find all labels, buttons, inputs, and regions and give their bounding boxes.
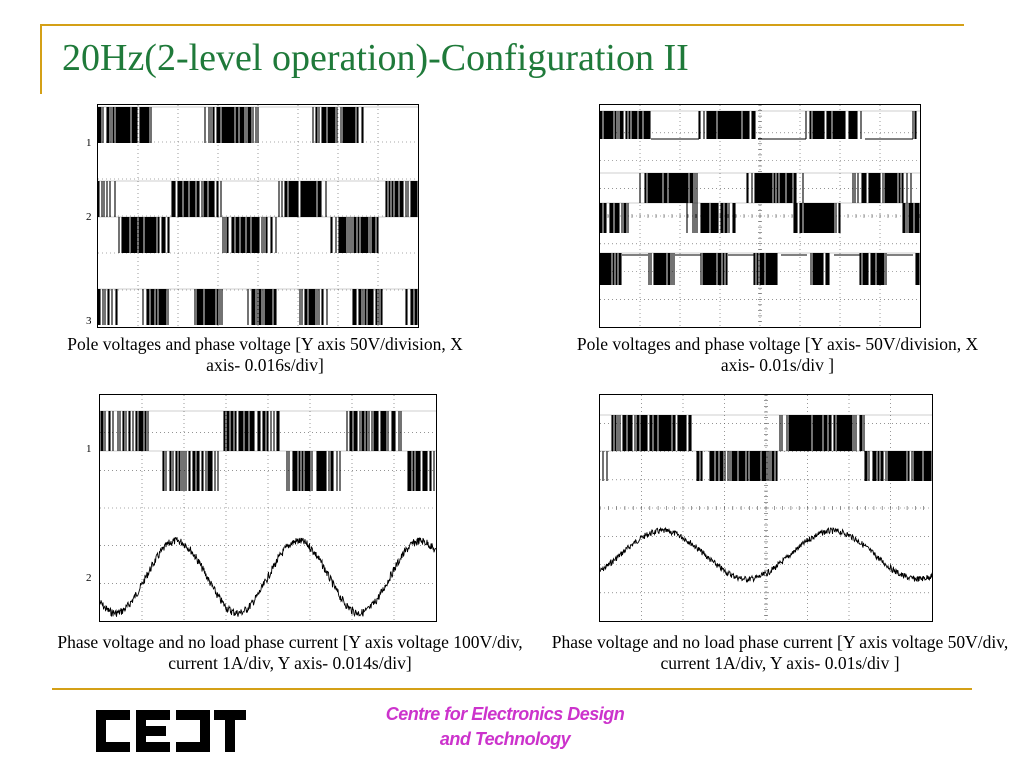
trace-ch3 [98,288,418,325]
scope-grid [100,395,436,621]
channel-label-2: 2 [86,211,92,223]
caption-bottom-left: Phase voltage and no load phase current … [57,632,523,673]
phase-voltage-upper [600,414,932,451]
left-rule [40,24,42,94]
scope-bottom-right [599,394,933,622]
scope-top-right [599,104,921,328]
caption-bottom-right: Phase voltage and no load phase current … [551,632,1009,673]
trace-ch2-lower [98,216,418,253]
organization-name-line1: Centre for Electronics Design [385,704,625,724]
slide-title: 20Hz(2-level operation)-Configuration II [62,37,689,79]
scope-bottom-left [99,394,437,622]
pole-voltage-waveforms-tr [600,105,920,327]
phase-voltage-lower [600,450,932,481]
channel-label-3: 3 [86,315,92,327]
caption-top-right: Pole voltages and phase voltage [Y axis-… [576,334,979,375]
channel-label-1-bl: 1 [86,443,92,455]
voltage-current-waveforms-br [600,395,932,621]
cedt-logo-icon [96,710,246,752]
trace-ch2-upper [98,180,418,217]
top-rule [40,24,964,26]
organization-name-line2: and Technology [439,729,571,749]
caption-top-left: Pole voltages and phase voltage [Y axis … [67,334,463,375]
phase-voltage-upper [100,410,436,451]
cedt-logo [94,700,248,762]
phase-current [100,537,436,618]
trace-a [600,110,920,140]
trace-ch1 [98,106,418,143]
trace-b-upper [600,172,920,203]
scope-top-left [97,104,419,328]
phase-voltage-lower [100,450,436,491]
trace-c [600,252,920,285]
channel-label-1: 1 [86,137,92,149]
scope-grid [600,105,920,327]
channel-label-2-bl: 2 [86,572,92,584]
pole-voltage-waveforms-tl [98,105,418,327]
bottom-rule [52,688,972,690]
trace-b-lower [600,202,920,233]
phase-current [600,526,932,583]
organization-name: Centre for Electronics Design and Techno… [350,702,660,752]
voltage-current-waveforms-bl [100,395,436,621]
